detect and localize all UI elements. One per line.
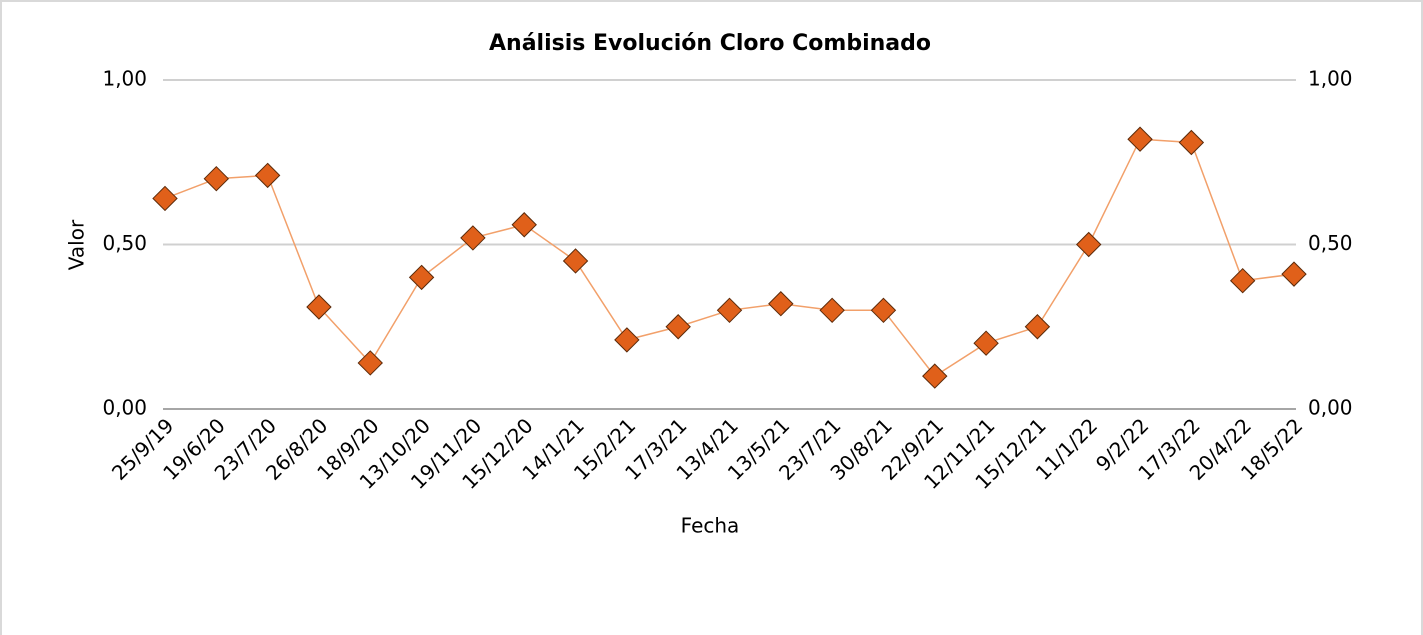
- y-tick-label: 0,00: [102, 396, 147, 420]
- data-point: [1281, 261, 1307, 287]
- data-point: [511, 212, 537, 238]
- data-point: [665, 314, 691, 340]
- data-point: [1178, 129, 1205, 156]
- y-tick-label: 0,50: [102, 231, 147, 255]
- y-axis-label: Valor: [65, 219, 89, 270]
- data-point: [152, 185, 178, 212]
- data-point: [819, 297, 845, 324]
- data-point: [614, 327, 640, 353]
- y-tick-label: 1,00: [102, 67, 147, 91]
- data-point: [716, 297, 743, 324]
- data-point: [408, 264, 435, 291]
- data-point: [768, 291, 794, 317]
- y2-tick-label: 0,00: [1308, 396, 1353, 420]
- data-point: [254, 162, 281, 189]
- data-point: [357, 350, 383, 376]
- data-point: [1229, 267, 1256, 294]
- data-point: [562, 248, 589, 274]
- y2-tick-label: 0,50: [1308, 231, 1353, 255]
- data-point: [460, 225, 486, 251]
- data-point: [870, 297, 897, 324]
- data-point: [203, 165, 230, 192]
- data-point: [306, 294, 332, 320]
- y2-tick-label: 1,00: [1308, 67, 1353, 91]
- data-point: [922, 363, 948, 389]
- data-point: [1024, 314, 1051, 340]
- chart-title: Análisis Evolución Cloro Combinado: [489, 31, 931, 56]
- data-point: [973, 330, 999, 356]
- data-point: [1127, 126, 1153, 152]
- x-axis-label: Fecha: [681, 514, 740, 538]
- data-point: [1076, 231, 1102, 258]
